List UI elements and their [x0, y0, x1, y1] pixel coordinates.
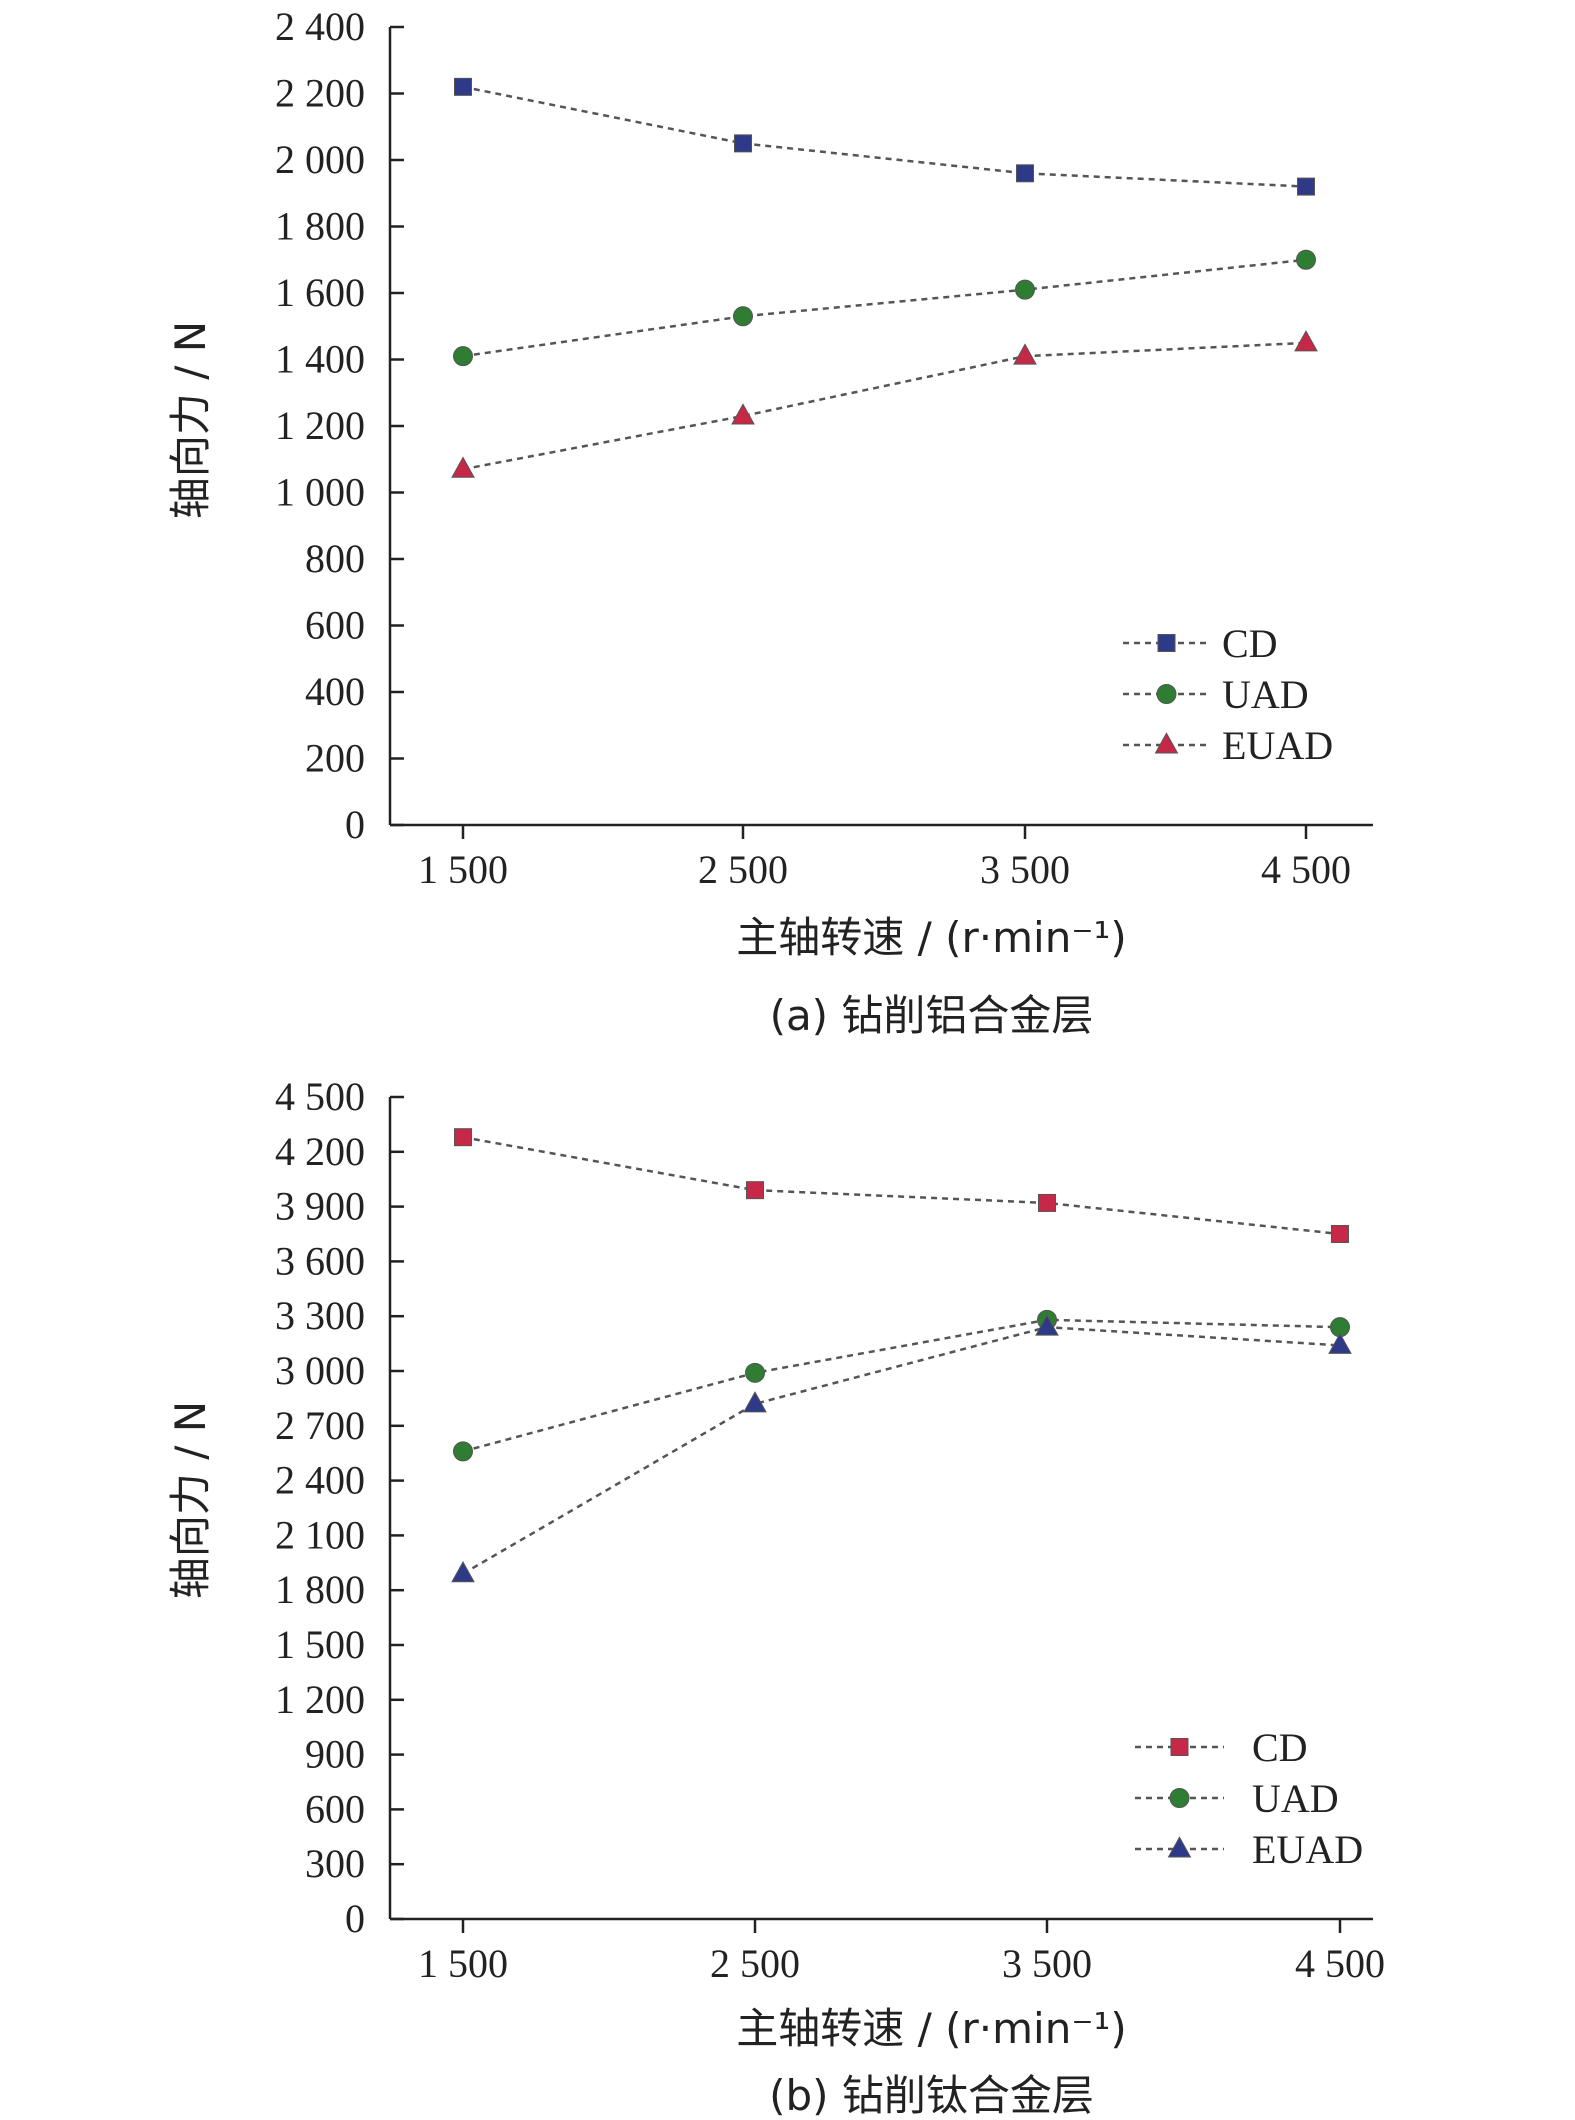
legend-label: CD — [1252, 1725, 1308, 1770]
data-point — [745, 1362, 765, 1383]
y-tick-label: 3 300 — [275, 1293, 365, 1338]
legend-label: UAD — [1222, 672, 1309, 717]
figure-caption: (a) 钻削铝合金层 — [770, 991, 1094, 1040]
series-uad — [453, 249, 1316, 367]
data-point — [451, 1560, 475, 1583]
data-point — [731, 403, 755, 425]
legend-marker — [1169, 1788, 1190, 1808]
y-tick-label: 1 200 — [275, 403, 365, 448]
y-tick-label: 2 700 — [275, 1403, 365, 1448]
series-euad — [451, 1314, 1352, 1583]
y-tick-label: 2 400 — [275, 1458, 365, 1503]
series-uad — [453, 1309, 1350, 1462]
legend-item-uad: UAD — [1135, 1776, 1339, 1821]
legend-item-euad: EUAD — [1135, 1827, 1363, 1872]
chart-panel-a: 0 200 400 600 800 1 000 1 200 1 400 1 600 1 800 2 … — [166, 4, 1373, 1040]
y-tick-label: 200 — [305, 736, 365, 781]
data-point — [1331, 1225, 1349, 1243]
data-point — [734, 134, 752, 153]
data-point — [733, 306, 753, 327]
series-euad — [451, 330, 1318, 478]
series-line — [462, 1325, 1341, 1575]
data-point — [453, 1441, 473, 1462]
y-tick-label: 800 — [305, 536, 365, 581]
legend-marker — [1167, 1836, 1192, 1858]
series-line — [462, 85, 1307, 188]
y-tick-label: 400 — [305, 669, 365, 714]
data-point — [1016, 164, 1034, 183]
y-tick-label: 600 — [305, 1786, 365, 1831]
y-tick-label: 1 500 — [275, 1622, 365, 1667]
series-cd — [454, 1128, 1349, 1243]
legend-label: EUAD — [1222, 723, 1333, 768]
y-tick-label: 2 200 — [275, 71, 365, 116]
data-point — [1296, 249, 1316, 270]
series-line — [462, 1318, 1341, 1453]
y-tick-label: 900 — [305, 1732, 365, 1777]
x-tick-label: 4 500 — [1261, 847, 1351, 892]
x-tick-label: 4 500 — [1295, 1941, 1385, 1986]
series-line — [462, 1135, 1341, 1236]
data-point — [454, 1128, 472, 1147]
x-tick-label: 2 500 — [698, 847, 788, 892]
series-cd — [454, 77, 1315, 196]
y-tick-label: 2 400 — [275, 4, 365, 49]
data-point — [1297, 177, 1315, 196]
x-tick-label: 1 500 — [418, 847, 508, 892]
y-tick-label: 1 400 — [275, 337, 365, 382]
y-tick-label: 1 800 — [275, 204, 365, 249]
legend-label: CD — [1222, 621, 1278, 666]
y-tick-label: 4 500 — [275, 1074, 365, 1119]
data-point — [1015, 279, 1035, 300]
data-point — [1038, 1193, 1056, 1212]
data-point — [1294, 330, 1318, 352]
legend-item-uad: UAD — [1123, 672, 1309, 717]
data-point — [1328, 1332, 1352, 1354]
data-point — [746, 1181, 764, 1200]
x-axis-title: 主轴转速 / (r·min⁻¹) — [736, 913, 1126, 962]
x-tick-label: 3 500 — [1002, 1941, 1092, 1986]
y-tick-label: 4 200 — [275, 1129, 365, 1174]
y-tick-label: 1 800 — [275, 1567, 365, 1612]
data-point — [451, 456, 475, 478]
legend-marker — [1170, 1738, 1189, 1756]
y-tick-label: 3 900 — [275, 1184, 365, 1229]
data-point — [1035, 1314, 1059, 1336]
y-tick-label: 0 — [345, 802, 365, 847]
x-tick-label: 1 500 — [418, 1941, 508, 1986]
y-tick-label: 3 600 — [275, 1238, 365, 1283]
x-tick-label: 3 500 — [980, 847, 1070, 892]
legend-label: UAD — [1252, 1776, 1339, 1821]
y-tick-label: 0 — [345, 1896, 365, 1941]
legend-marker — [1156, 684, 1177, 704]
y-axis-title: 轴向力 / N — [166, 1401, 215, 1599]
data-point — [453, 346, 473, 367]
y-tick-label: 2 100 — [275, 1512, 365, 1557]
x-axis-title: 主轴转速 / (r·min⁻¹) — [736, 2004, 1126, 2053]
y-tick-label: 1 200 — [275, 1677, 365, 1722]
figure-caption: (b) 钻削钛合金层 — [769, 2071, 1094, 2120]
legend-marker — [1154, 732, 1179, 754]
legend-label: EUAD — [1252, 1827, 1363, 1872]
legend-item-cd: CD — [1123, 621, 1278, 666]
y-axis-title: 轴向力 / N — [166, 321, 215, 519]
series-line — [462, 258, 1307, 358]
legend-marker — [1157, 634, 1176, 652]
series-line — [462, 341, 1307, 471]
y-tick-label: 3 000 — [275, 1348, 365, 1393]
legend-item-cd: CD — [1135, 1725, 1308, 1770]
y-tick-label: 1 000 — [275, 470, 365, 515]
data-point — [454, 77, 472, 96]
y-tick-label: 600 — [305, 603, 365, 648]
legend-item-euad: EUAD — [1123, 723, 1333, 768]
y-tick-label: 1 600 — [275, 270, 365, 315]
x-tick-label: 2 500 — [710, 1941, 800, 1986]
y-tick-label: 300 — [305, 1841, 365, 1886]
y-tick-label: 2 000 — [275, 137, 365, 182]
data-point — [1013, 343, 1037, 365]
chart-panel-b: 0 300 600 900 1 200 1 500 1 800 2 100 2 400 2 700… — [166, 1074, 1385, 2120]
data-point — [743, 1391, 767, 1413]
